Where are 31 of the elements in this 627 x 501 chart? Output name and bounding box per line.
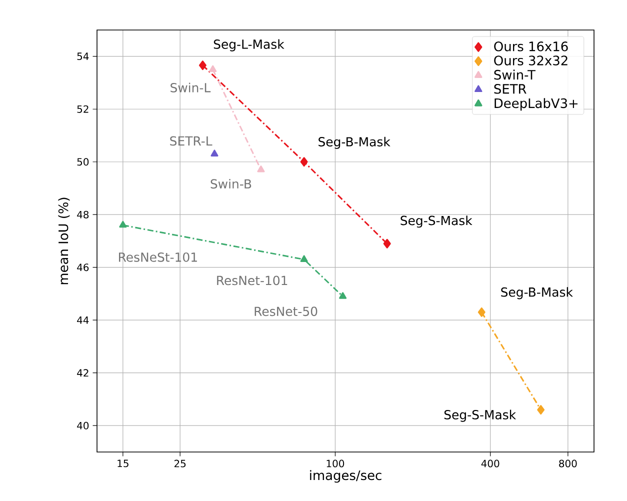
- legend-label: Ours 32x32: [494, 56, 568, 66]
- y-tick-label: 44: [77, 316, 89, 324]
- x-tick-label: 800: [559, 460, 577, 468]
- x-tick-label: 15: [118, 460, 128, 468]
- y-tick-label: 54: [77, 52, 89, 60]
- x-tick-label: 100: [326, 460, 344, 468]
- annotation: Seg-S-Mask: [400, 216, 472, 228]
- annotation: Swin-L: [170, 82, 211, 92]
- annotation: Seg-L-Mask: [214, 39, 284, 52]
- x-tick-label: 25: [174, 460, 186, 468]
- annotation: ResNet-50: [254, 306, 318, 316]
- y-tick-label: 42: [77, 369, 88, 377]
- y-tick-label: 40: [77, 422, 89, 430]
- annotation: ResNeSt-101: [119, 252, 197, 262]
- annotation: Swin-B: [210, 178, 252, 189]
- annotation: Seg-B-Mask: [501, 287, 573, 300]
- y-tick-label: 52: [77, 105, 88, 113]
- annotation: Seg-B-Mask: [318, 136, 390, 149]
- x-axis-title: images/sec: [310, 470, 382, 483]
- legend-label: SETR: [494, 84, 526, 94]
- legend-label: Swin-T: [494, 70, 536, 80]
- y-tick-label: 50: [77, 158, 89, 166]
- annotation: ResNet-101: [217, 276, 288, 286]
- annotation: Seg-S-Mask: [444, 410, 516, 422]
- annotation: SETR-L: [170, 136, 212, 146]
- legend-label: DeepLabV3+: [494, 98, 578, 111]
- y-axis-title: mean IoU (%): [58, 198, 70, 284]
- y-tick-label: 48: [77, 210, 89, 218]
- legend-label: Ours 16x16: [494, 42, 568, 52]
- y-tick-label: 46: [77, 264, 89, 272]
- x-tick-label: 400: [481, 460, 500, 468]
